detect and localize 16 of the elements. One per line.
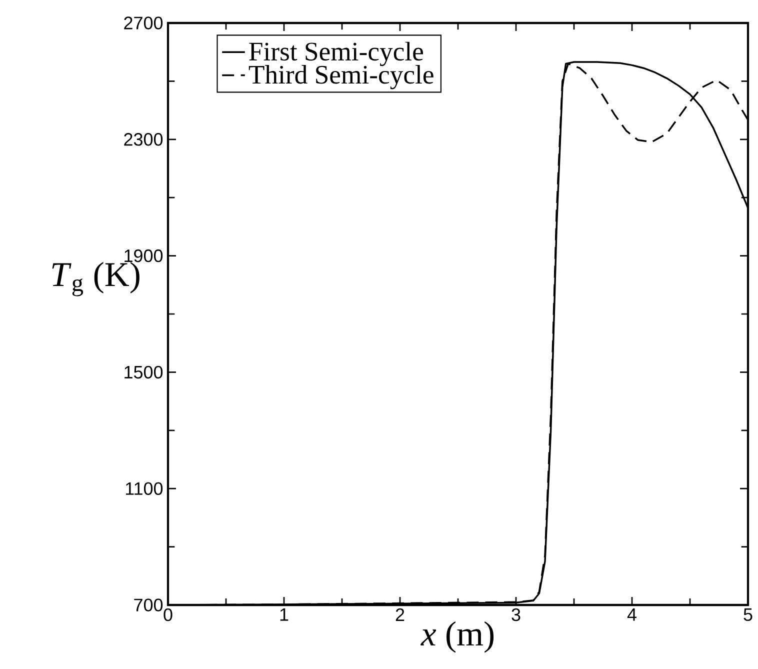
x-axis-title: x (m) — [420, 621, 494, 653]
y-tick-label: 2300 — [124, 133, 163, 146]
y-tick-label: 700 — [134, 598, 163, 612]
x-tick-label: 0 — [164, 608, 172, 622]
x-tick-label: 3 — [512, 608, 520, 622]
x-tick-label: 1 — [280, 608, 288, 621]
y-tick-label: 1500 — [124, 366, 163, 379]
x-tick-label: 4 — [627, 608, 636, 621]
legend-label: First Semi-cycle — [249, 42, 424, 66]
y-tick-label: 1900 — [124, 249, 163, 262]
x-tick-label: 5 — [744, 608, 752, 621]
y-tick-label: 2700 — [124, 16, 163, 30]
y-axis-title: T$_{g}$ (K) — [52, 262, 140, 296]
y-tick-label: 1100 — [126, 482, 163, 495]
legend-label: Third Semi-cycle — [248, 65, 434, 90]
x-tick-label: 2 — [396, 608, 404, 621]
